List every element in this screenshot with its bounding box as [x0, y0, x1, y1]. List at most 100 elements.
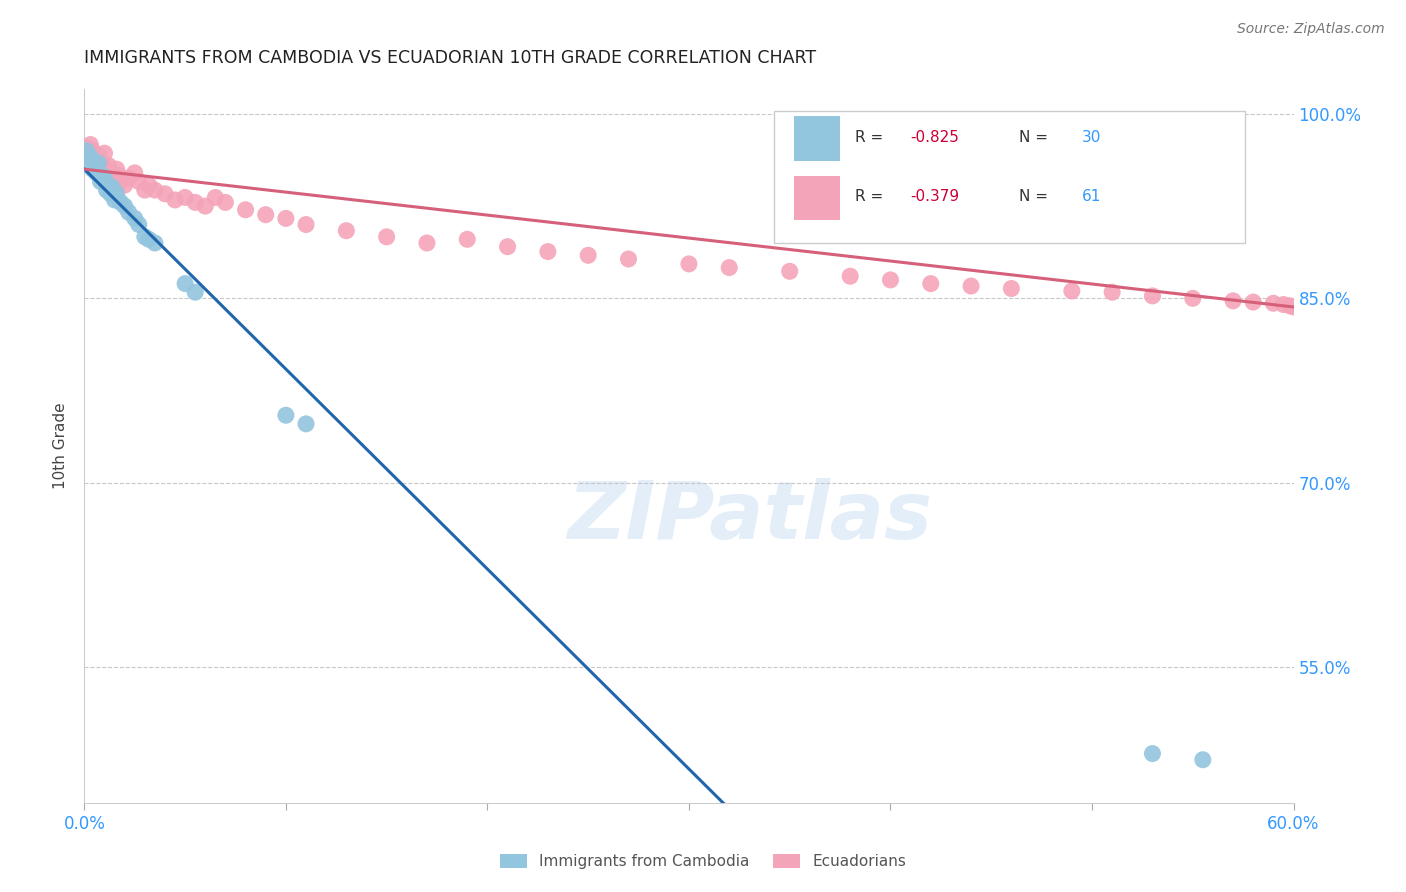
Point	[143, 235, 166, 250]
Point	[138, 232, 160, 246]
Point	[124, 166, 146, 180]
Text: 30: 30	[1083, 129, 1101, 145]
Point	[79, 137, 101, 152]
Text: N =: N =	[1019, 189, 1047, 203]
Point	[1000, 281, 1022, 295]
Point	[87, 156, 110, 170]
Point	[375, 230, 398, 244]
Text: R =: R =	[855, 129, 883, 145]
Point	[779, 264, 801, 278]
Point	[118, 170, 141, 185]
Point	[114, 178, 136, 193]
Point	[496, 240, 519, 254]
Point	[124, 211, 146, 226]
Point	[204, 190, 226, 204]
Point	[77, 141, 100, 155]
Point	[254, 208, 277, 222]
Bar	[794, 116, 841, 161]
Point	[960, 279, 983, 293]
Text: -0.379: -0.379	[910, 189, 959, 203]
Point	[97, 159, 120, 173]
Text: IMMIGRANTS FROM CAMBODIA VS ECUADORIAN 10TH GRADE CORRELATION CHART: IMMIGRANTS FROM CAMBODIA VS ECUADORIAN 1…	[84, 49, 817, 67]
Point	[107, 169, 129, 183]
Point	[110, 174, 132, 188]
Point	[105, 186, 128, 201]
Point	[174, 277, 197, 291]
FancyBboxPatch shape	[773, 111, 1246, 243]
Point	[89, 159, 111, 173]
Point	[718, 260, 741, 275]
Point	[138, 178, 160, 193]
Point	[537, 244, 560, 259]
Point	[165, 193, 187, 207]
Text: N =: N =	[1019, 129, 1047, 145]
Y-axis label: 10th Grade: 10th Grade	[53, 402, 69, 490]
Point	[96, 183, 118, 197]
Point	[93, 170, 115, 185]
Point	[335, 224, 357, 238]
Point	[96, 162, 118, 177]
Point	[104, 193, 127, 207]
Point	[879, 273, 901, 287]
Point	[134, 230, 156, 244]
Point	[82, 162, 104, 177]
Point	[214, 195, 236, 210]
Point	[1142, 289, 1164, 303]
Point	[456, 232, 478, 246]
Point	[839, 269, 862, 284]
Point	[86, 166, 108, 180]
Point	[86, 153, 108, 168]
Point	[184, 285, 207, 300]
Point	[235, 202, 257, 217]
Point	[576, 248, 599, 262]
Point	[83, 159, 105, 173]
Point	[295, 417, 318, 431]
Point	[1060, 284, 1083, 298]
Point	[91, 169, 114, 183]
Point	[143, 183, 166, 197]
Point	[1282, 300, 1305, 314]
Point	[416, 235, 439, 250]
Text: -0.825: -0.825	[910, 129, 959, 145]
Point	[1142, 747, 1164, 761]
Point	[101, 180, 124, 194]
Point	[1272, 297, 1295, 311]
Point	[105, 162, 128, 177]
Point	[83, 146, 105, 161]
Point	[97, 178, 120, 193]
Point	[1241, 295, 1264, 310]
Point	[1222, 293, 1244, 308]
Point	[295, 218, 318, 232]
Point	[153, 186, 176, 201]
Bar	[794, 176, 841, 219]
Point	[100, 186, 122, 201]
Point	[274, 409, 297, 423]
Point	[87, 148, 110, 162]
Point	[118, 205, 141, 219]
Point	[82, 144, 104, 158]
Point	[100, 166, 122, 180]
Point	[194, 199, 217, 213]
Point	[79, 150, 101, 164]
Point	[617, 252, 640, 266]
Point	[1263, 296, 1285, 310]
Point	[75, 144, 97, 158]
Point	[128, 218, 150, 232]
Point	[75, 150, 97, 164]
Point	[77, 156, 100, 170]
Text: ZIPatlas: ZIPatlas	[567, 478, 932, 557]
Point	[1181, 291, 1204, 305]
Point	[91, 156, 114, 170]
Point	[104, 170, 127, 185]
Text: 61: 61	[1083, 189, 1101, 203]
Point	[93, 146, 115, 161]
Point	[174, 190, 197, 204]
Point	[920, 277, 942, 291]
Point	[134, 183, 156, 197]
Point	[678, 257, 700, 271]
Point	[184, 195, 207, 210]
Point	[1192, 753, 1215, 767]
Legend: Immigrants from Cambodia, Ecuadorians: Immigrants from Cambodia, Ecuadorians	[494, 848, 912, 875]
Point	[89, 174, 111, 188]
Point	[274, 211, 297, 226]
